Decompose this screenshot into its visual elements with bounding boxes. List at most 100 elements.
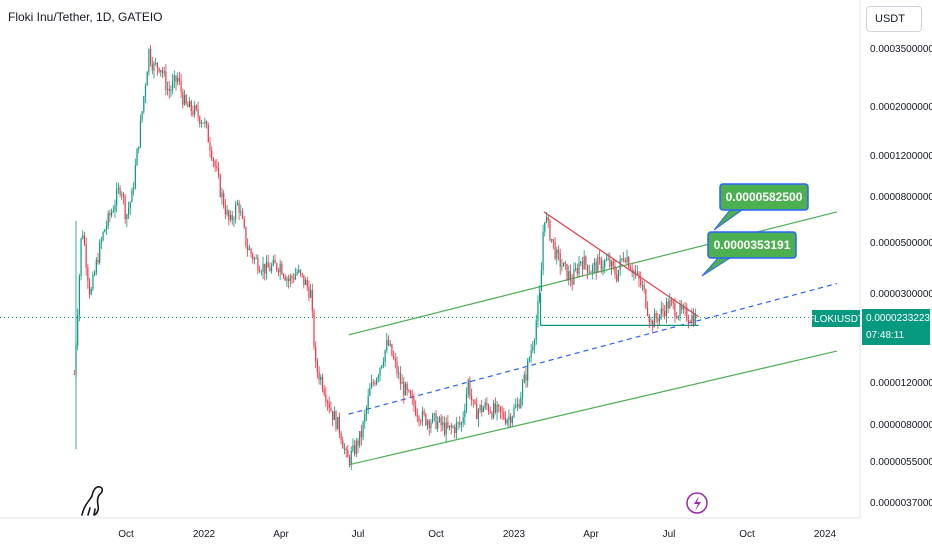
candle-body [270, 265, 273, 272]
candle-body [352, 445, 354, 451]
candle-body [614, 265, 616, 275]
candle-body [299, 269, 302, 274]
candle-body [200, 122, 203, 124]
candle-body [537, 301, 539, 321]
candle-body [316, 360, 318, 373]
candle-body [401, 381, 403, 384]
candle-body [682, 307, 685, 310]
candle-body [610, 261, 613, 268]
candle-body [684, 307, 686, 309]
candle-body [205, 121, 208, 126]
candle-body [304, 279, 307, 285]
triangle-resistance-line [543, 211, 700, 318]
candle-body [504, 418, 507, 424]
candle-body [561, 266, 563, 268]
candle-body [662, 308, 664, 311]
candle-body [158, 67, 160, 72]
channel-lower-line [348, 350, 838, 466]
candle-body [178, 77, 181, 81]
candle-body [122, 194, 125, 197]
candle-body [533, 340, 536, 347]
candle-body [592, 265, 594, 273]
candle-body [398, 372, 400, 374]
candle-body [467, 380, 469, 395]
candle-body [219, 175, 221, 197]
y-tick-label: 0.0001200000 [870, 151, 932, 162]
candle-body [576, 268, 578, 274]
candle-body [447, 422, 449, 428]
candle-body [155, 62, 157, 64]
candle-body [530, 350, 532, 359]
candle-body [144, 85, 147, 97]
candle-body [264, 263, 266, 274]
candle-body [345, 448, 347, 451]
candle-body [674, 303, 676, 317]
chart-title: Floki Inu/Tether, 1D, GATEIO [8, 10, 163, 24]
candle-body [607, 258, 609, 260]
candle-body [235, 205, 237, 220]
candle-body [523, 374, 525, 383]
candle-body [298, 269, 300, 273]
price-tag-bg [862, 309, 930, 345]
candle-body [326, 401, 329, 403]
candle-body [689, 321, 691, 323]
candle-body [228, 210, 230, 220]
candle-body [628, 257, 630, 268]
candle-body [119, 187, 121, 195]
candle-body [559, 253, 561, 267]
candle-body [143, 96, 145, 112]
candle-body [253, 258, 256, 260]
candle-body [333, 411, 335, 420]
candle-body [472, 399, 474, 401]
price-tag-value: 0.0000233223 [866, 313, 930, 324]
candle-body [260, 271, 262, 273]
candle-body [542, 231, 544, 270]
candle-body [284, 276, 286, 281]
currency-selector[interactable]: USDT [866, 6, 922, 32]
candle-body [679, 305, 681, 316]
candle-body [166, 88, 169, 90]
candle-body [658, 314, 661, 322]
candle-body [350, 450, 352, 464]
candle-body [676, 316, 678, 319]
candle-body [692, 314, 695, 325]
candle-body [231, 214, 233, 221]
candle-body [357, 440, 359, 446]
candle-body [90, 289, 92, 295]
candle-body [87, 267, 89, 281]
candle-body [609, 258, 611, 268]
candle-body [233, 219, 235, 221]
candle-body [279, 263, 281, 273]
candle-body [311, 289, 313, 311]
candle-body [600, 258, 602, 270]
candle-body [578, 262, 580, 274]
candle-body [276, 263, 278, 270]
candle-body [134, 165, 136, 188]
candle-body [430, 422, 432, 428]
candle-body [236, 202, 238, 206]
candle-body [168, 88, 170, 92]
candle-body [183, 95, 186, 105]
candle-body [160, 70, 162, 72]
candle-body [677, 315, 679, 319]
candle-body [241, 211, 244, 219]
candle-body [602, 266, 604, 270]
candle-body [503, 412, 505, 419]
candle-body [491, 412, 493, 418]
candle-body [669, 299, 671, 309]
candle-body [83, 235, 86, 245]
candle-body [452, 426, 454, 428]
candle-body [325, 394, 327, 402]
candle-body [595, 262, 597, 273]
candle-body [330, 408, 332, 411]
candle-body [496, 404, 498, 413]
candle-body [214, 161, 216, 167]
candle-body [694, 313, 696, 325]
candle-body [667, 301, 669, 309]
candle-body [355, 440, 357, 455]
candle-body [469, 380, 471, 397]
candle-body [515, 405, 517, 408]
target-callout-lower-box [707, 231, 797, 259]
y-tick-label: 0.0000037000 [870, 498, 932, 509]
